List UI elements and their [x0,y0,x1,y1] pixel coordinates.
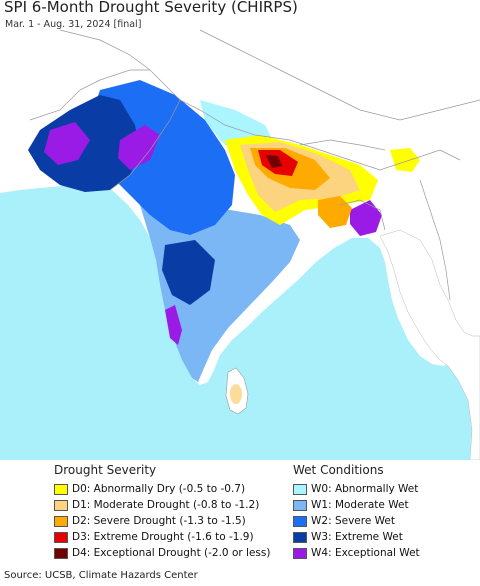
map-area [0,29,480,460]
drought-legend-title: Drought Severity [54,463,157,477]
east-landmass [379,229,480,460]
w4-swatch [293,547,307,559]
wet-legend-title: Wet Conditions [293,463,384,477]
sri-lanka-dry-patch [230,384,242,404]
northeast-dry-region [390,148,420,172]
w1-label: W1: Moderate Wet [311,499,409,511]
w1-swatch [293,499,307,511]
d1-swatch [54,499,68,511]
map-subtitle: Mar. 1 - Aug. 31, 2024 [final] [5,19,142,30]
legend-item-w4: W4: Exceptional Wet [293,546,420,560]
legend-item-d2: D2: Severe Drought (-1.3 to -1.5) [54,514,246,528]
country-borders [29,29,480,301]
exceptional-wet-south-coast [165,305,182,345]
map-title: SPI 6-Month Drought Severity (CHIRPS) [4,0,298,16]
w2-label: W2: Severe Wet [311,515,395,527]
southern-extreme-wet [162,240,215,305]
legend-item-w1: W1: Moderate Wet [293,498,409,512]
d0-swatch [54,483,68,495]
legend-item-d3: D3: Extreme Drought (-1.6 to -1.9) [54,530,254,544]
d4-label: D4: Exceptional Drought (-2.0 or less) [72,547,271,559]
d1-label: D1: Moderate Drought (-0.8 to -1.2) [72,499,260,511]
legend-item-d4: D4: Exceptional Drought (-2.0 or less) [54,546,270,560]
legend-item-d0: D0: Abnormally Dry (-0.5 to -0.7) [54,482,245,496]
d3-swatch [54,531,68,543]
w3-swatch [293,531,307,543]
source-credit: Source: UCSB, Climate Hazards Center [4,570,198,581]
w3-label: W3: Extreme Wet [311,531,403,543]
d3-label: D3: Extreme Drought (-1.6 to -1.9) [72,531,254,543]
legend-item-d1: D1: Moderate Drought (-0.8 to -1.2) [54,498,259,512]
legend-item-w3: W3: Extreme Wet [293,530,403,544]
legend-item-w0: W0: Abnormally Wet [293,482,418,496]
d4-swatch [54,547,68,559]
w4-label: W4: Exceptional Wet [311,547,420,559]
w2-swatch [293,515,307,527]
d0-label: D0: Abnormally Dry (-0.5 to -0.7) [72,483,246,495]
exceptional-wet-indus [118,125,160,170]
w0-label: W0: Abnormally Wet [311,483,419,495]
legend-item-w2: W2: Severe Wet [293,514,395,528]
exceptional-drought-region [266,155,282,168]
d2-label: D2: Severe Drought (-1.3 to -1.5) [72,515,246,527]
exceptional-wet-west [44,122,90,165]
ocean-region [0,184,480,460]
exceptional-wet-bangladesh [350,200,382,236]
d2-swatch [54,515,68,527]
w0-swatch [293,483,307,495]
